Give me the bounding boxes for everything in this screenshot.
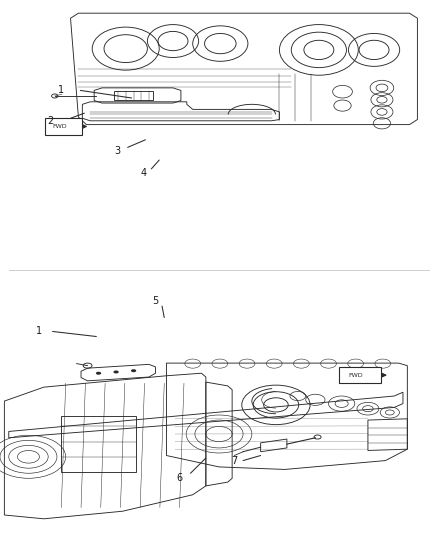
Circle shape [131, 369, 136, 372]
Text: 7: 7 [231, 456, 237, 466]
Text: 1: 1 [36, 326, 42, 336]
Text: FWD: FWD [52, 124, 67, 129]
Circle shape [113, 370, 119, 374]
FancyBboxPatch shape [45, 118, 82, 135]
Text: 1: 1 [58, 85, 64, 95]
Text: FWD: FWD [349, 373, 363, 378]
Circle shape [96, 372, 101, 375]
Text: 3: 3 [115, 146, 121, 156]
Text: 2: 2 [48, 116, 54, 126]
Text: 5: 5 [152, 296, 159, 306]
FancyBboxPatch shape [339, 367, 381, 383]
Text: 6: 6 [177, 473, 183, 483]
Text: 4: 4 [141, 168, 146, 177]
